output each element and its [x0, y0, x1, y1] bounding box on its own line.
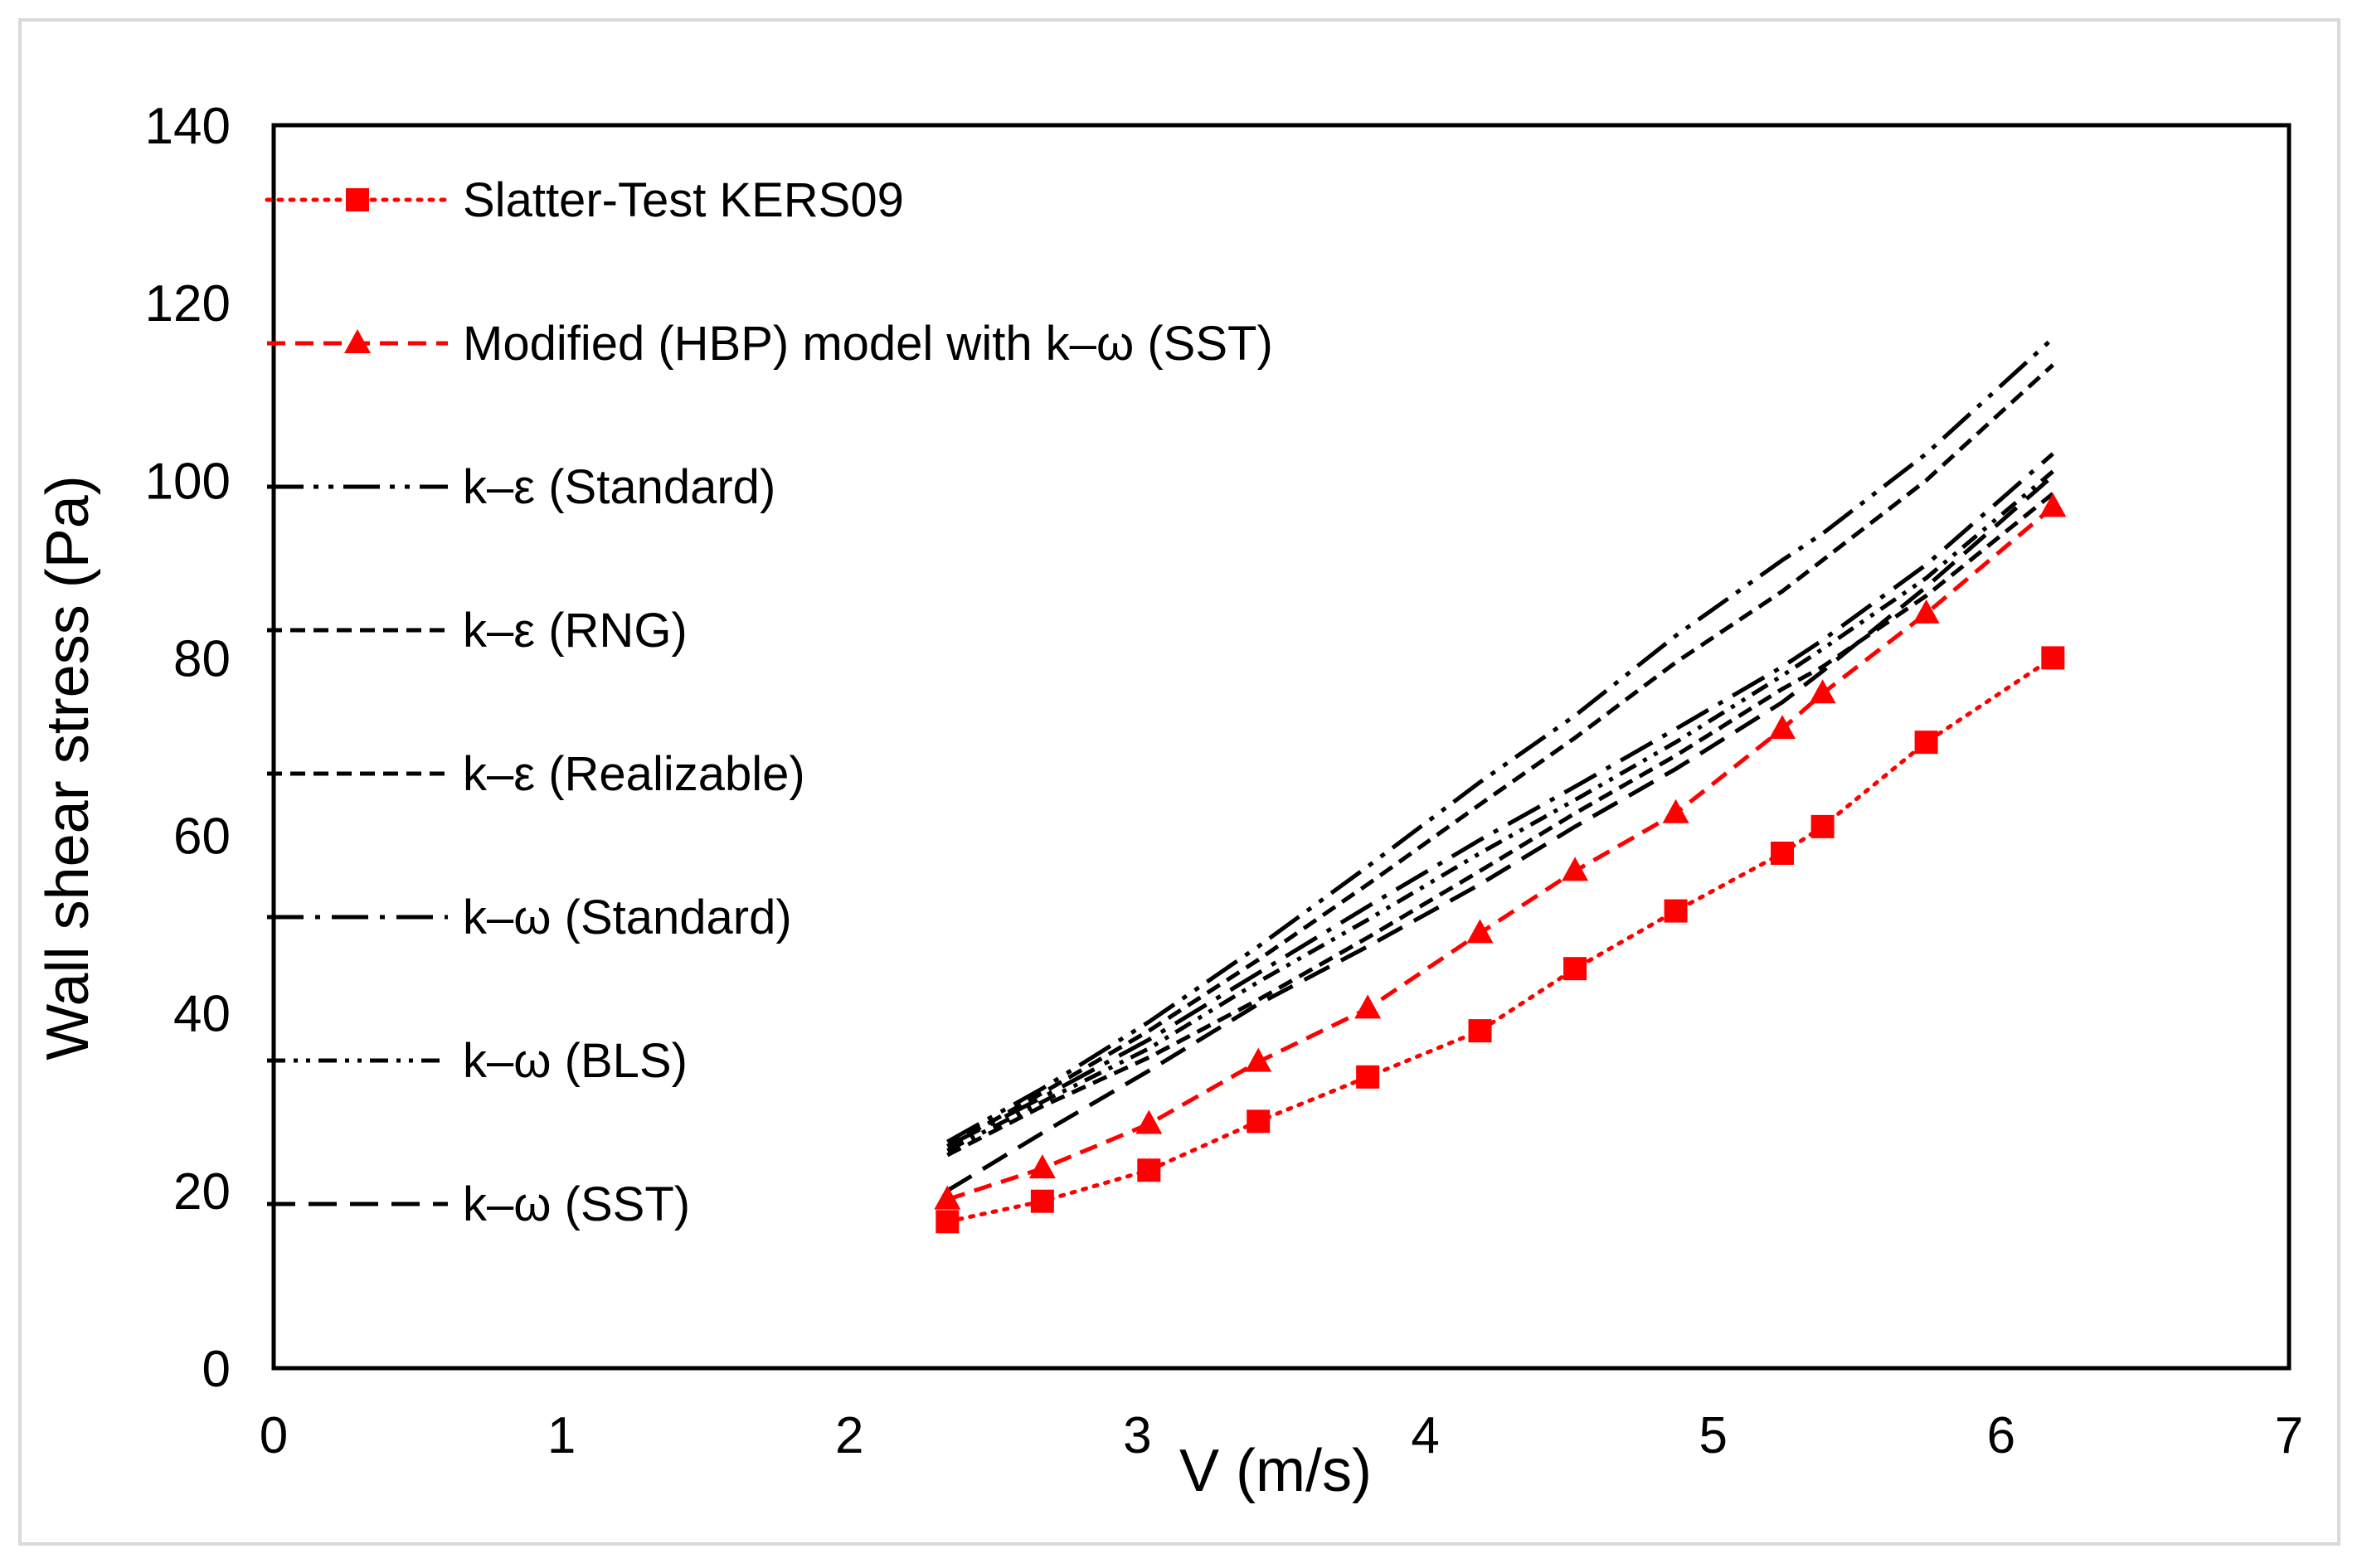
series-line	[946, 505, 2054, 1201]
legend-item: k–ω (BLS)	[267, 1034, 688, 1088]
legend-item: k–ε (Realizable)	[267, 747, 805, 801]
legend-label: k–ε (RNG)	[463, 604, 688, 658]
data-point	[1468, 1019, 1492, 1043]
data-point	[936, 1210, 960, 1234]
x-tick-label: 4	[1411, 1407, 1439, 1464]
data-point	[1912, 599, 1940, 624]
chart-frame: 0 1 2 3 4 5 6 7 0 20 40 60 80 100 120 140 Slatter-Test …	[18, 18, 2340, 1546]
y-tick-label: 20	[173, 1163, 231, 1221]
series-8	[946, 474, 2054, 1193]
series-line	[946, 337, 2054, 1144]
x-tick-label: 6	[1987, 1407, 2015, 1464]
legend-label: Modified (HBP) model with k–ω (SST)	[463, 317, 1273, 371]
y-axis-title: Wall shear stress (Pa)	[35, 475, 101, 1060]
data-point	[1356, 1065, 1380, 1089]
line-chart: 0 1 2 3 4 5 6 7 0 20 40 60 80 100 120 140 Slatter-Test …	[35, 98, 2303, 1504]
series-line	[945, 655, 2055, 1224]
legend-item: k–ε (Standard)	[267, 460, 775, 514]
y-tick-label: 0	[202, 1341, 231, 1398]
x-tick-label: 7	[2275, 1407, 2303, 1464]
x-tick-label: 5	[1699, 1407, 1727, 1464]
series-line	[946, 492, 2054, 1158]
data-point	[1562, 857, 1589, 881]
data-point	[1028, 1154, 1056, 1179]
data-point	[1137, 1158, 1161, 1182]
legend-label: k–ε (Standard)	[463, 460, 775, 514]
x-axis-title: V (m/s)	[1179, 1438, 1372, 1504]
legend-marker	[346, 188, 369, 211]
series-6	[946, 452, 2054, 1148]
series-3	[946, 337, 2054, 1144]
data-point	[1809, 679, 1836, 704]
data-point	[1810, 814, 1835, 838]
data-point	[1914, 731, 1938, 755]
data-point	[1662, 799, 1689, 823]
data-point	[1771, 841, 1795, 865]
legend-label: k–ε (Realizable)	[463, 747, 805, 801]
series-2	[934, 493, 2067, 1210]
y-tick-label: 140	[145, 98, 231, 155]
legend-item: Slatter-Test KERS09	[265, 173, 904, 227]
data-point	[1466, 919, 1494, 944]
y-tick-label: 60	[173, 808, 231, 866]
series-line	[946, 452, 2054, 1148]
legend-item: k–ω (SST)	[267, 1177, 690, 1231]
y-tick-label: 100	[145, 453, 231, 510]
legend-label: k–ω (BLS)	[463, 1034, 688, 1088]
data-point	[2041, 646, 2065, 670]
series-line	[946, 363, 2054, 1148]
data-point	[1769, 715, 1796, 740]
series-line	[946, 469, 2054, 1153]
data-point	[1135, 1109, 1163, 1134]
data-point	[1245, 1047, 1272, 1072]
x-tick-label: 3	[1123, 1407, 1151, 1464]
series-4	[946, 363, 2054, 1148]
data-point	[1354, 994, 1382, 1019]
legend-label: Slatter-Test KERS09	[463, 173, 904, 227]
x-tick-label: 0	[260, 1407, 288, 1464]
data-point	[934, 1185, 961, 1210]
legend-item: k–ε (RNG)	[267, 604, 688, 658]
series-line	[946, 474, 2054, 1193]
series-7	[946, 469, 2054, 1153]
data-point	[2039, 493, 2067, 517]
plot-area	[271, 123, 2292, 1371]
x-tick-label: 2	[835, 1407, 863, 1464]
data-point	[1563, 957, 1587, 981]
legend-label: k–ω (Standard)	[463, 891, 792, 944]
data-point	[1664, 899, 1688, 923]
legend-marker	[344, 329, 371, 353]
x-tick-label: 1	[547, 1407, 576, 1464]
data-point	[1030, 1189, 1054, 1213]
y-tick-label: 120	[145, 275, 231, 333]
y-tick-label: 80	[173, 630, 231, 687]
series-1	[936, 646, 2065, 1234]
data-point	[1247, 1109, 1271, 1134]
y-tick-label: 40	[173, 986, 231, 1043]
series-5	[946, 492, 2054, 1158]
legend-item: k–ω (Standard)	[267, 891, 792, 944]
legend-item: Modified (HBP) model with k–ω (SST)	[267, 317, 1273, 371]
legend-label: k–ω (SST)	[463, 1177, 690, 1231]
